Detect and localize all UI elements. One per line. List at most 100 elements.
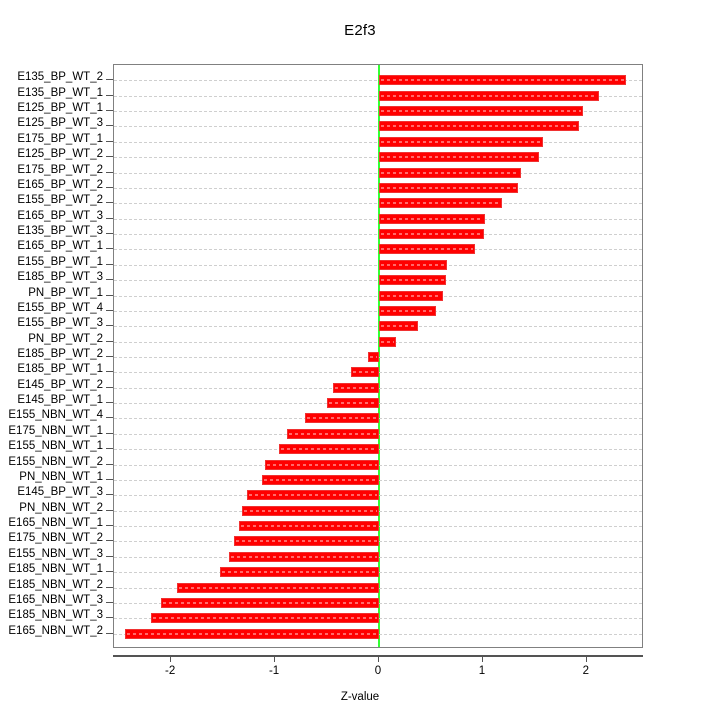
bar — [379, 213, 485, 224]
y-axis-tick — [106, 432, 113, 434]
y-axis-tick — [106, 140, 113, 142]
page-title: E2f3 — [344, 22, 376, 39]
x-axis-tick-label: 2 — [582, 665, 590, 677]
bar — [233, 536, 379, 547]
bar — [379, 152, 540, 163]
bar — [350, 367, 379, 378]
gridline — [114, 280, 642, 282]
bar — [125, 628, 379, 639]
x-axis-tick — [481, 655, 483, 662]
y-axis-tick — [106, 540, 113, 542]
bar — [379, 90, 600, 101]
y-axis-tick — [106, 386, 113, 388]
bar — [160, 597, 379, 608]
bar — [264, 459, 379, 470]
bar — [286, 428, 379, 439]
y-axis-tick — [106, 279, 113, 281]
y-axis-tick-label: E175_NBN_WT_2 — [8, 532, 103, 545]
gridline — [114, 326, 642, 328]
y-axis-tick — [106, 632, 113, 634]
y-axis-tick — [106, 509, 113, 511]
bar — [327, 398, 379, 409]
bar — [220, 567, 379, 578]
bar — [379, 136, 544, 147]
gridline — [114, 295, 642, 297]
y-axis-tick-label: E185_BP_WT_3 — [17, 271, 103, 284]
bar — [379, 259, 447, 270]
plot-area — [113, 64, 643, 648]
y-axis-tick — [106, 617, 113, 619]
gridline — [114, 95, 642, 97]
x-axis-tick — [170, 655, 172, 662]
y-axis-tick-label: E185_NBN_WT_3 — [8, 609, 103, 622]
y-axis-tick — [106, 478, 113, 480]
y-axis-tick-label: E125_BP_WT_1 — [17, 102, 103, 115]
plot-inner — [114, 65, 642, 647]
y-axis-tick-label: E175_NBN_WT_1 — [8, 424, 103, 437]
y-axis-tick — [106, 371, 113, 373]
y-axis-tick — [106, 601, 113, 603]
y-axis-tick-label: PN_BP_WT_2 — [28, 332, 103, 345]
y-axis-tick-label: E165_BP_WT_3 — [17, 209, 103, 222]
y-axis-tick — [106, 94, 113, 96]
y-axis-tick — [106, 356, 113, 357]
y-axis-tick — [106, 125, 113, 127]
y-axis-tick-label: PN_BP_WT_1 — [28, 286, 103, 299]
y-axis-tick-label: E155_BP_WT_3 — [17, 317, 103, 330]
y-axis-tick-label: E155_BP_WT_1 — [17, 255, 103, 268]
y-axis-tick-label: E135_BP_WT_2 — [17, 71, 103, 84]
bar — [379, 336, 396, 347]
x-axis-tick-label: -1 — [268, 665, 280, 677]
gridline — [114, 80, 642, 82]
y-axis-tick-label: E155_NBN_WT_3 — [8, 547, 103, 560]
gridline — [114, 310, 642, 312]
y-axis-tick-label: E175_BP_WT_2 — [17, 163, 103, 176]
bar — [177, 582, 379, 593]
x-axis-tick-label: -2 — [165, 665, 176, 677]
y-axis-tick-label: E135_BP_WT_3 — [17, 225, 103, 238]
y-axis-tick — [106, 171, 113, 173]
y-axis-tick-label: E155_NBN_WT_2 — [8, 455, 103, 468]
bar — [379, 244, 475, 255]
bar — [367, 352, 379, 362]
y-axis-tick-label: E145_BP_WT_3 — [17, 486, 103, 499]
bar — [379, 229, 484, 240]
bar — [279, 444, 379, 455]
x-axis-tick-label: 1 — [478, 665, 486, 677]
y-axis-tick-label: E185_NBN_WT_1 — [8, 563, 103, 576]
y-axis-tick-label: PN_NBN_WT_1 — [19, 470, 103, 483]
bar — [241, 505, 379, 516]
y-axis-tick-label: E155_NBN_WT_4 — [8, 409, 103, 422]
bar — [261, 474, 379, 485]
y-axis-tick — [106, 555, 113, 557]
y-axis-tick — [106, 110, 113, 112]
gridline — [114, 203, 642, 205]
y-axis-tick-label: E185_BP_WT_2 — [17, 348, 103, 360]
y-axis-tick — [106, 448, 113, 450]
gridline — [114, 157, 642, 159]
y-axis-tick-label: E165_NBN_WT_3 — [8, 593, 103, 606]
bar — [379, 305, 437, 316]
y-axis-tick — [106, 309, 113, 311]
y-axis-tick-label: E125_BP_WT_2 — [17, 148, 103, 161]
y-axis-tick-label: E145_BP_WT_2 — [17, 378, 103, 391]
gridline — [114, 218, 642, 220]
y-axis-tick — [106, 463, 113, 465]
y-axis-tick — [106, 417, 113, 419]
bar — [379, 75, 627, 86]
y-axis-tick-label: E155_NBN_WT_1 — [8, 440, 103, 453]
y-axis-tick — [106, 525, 113, 527]
y-axis-tick — [106, 340, 113, 342]
gridline — [114, 141, 642, 143]
y-axis-tick-label: E155_BP_WT_4 — [17, 301, 103, 314]
y-axis-tick — [106, 325, 113, 327]
gridline — [114, 264, 642, 266]
bar — [229, 551, 379, 562]
x-axis-tick-label: 0 — [374, 665, 382, 677]
gridline — [114, 187, 642, 189]
y-axis-tick — [106, 586, 113, 588]
y-axis-tick-label: E145_BP_WT_1 — [17, 394, 103, 407]
y-axis-tick-label: E185_NBN_WT_2 — [8, 578, 103, 591]
x-axis-tick — [274, 655, 276, 662]
y-axis-tick-label: E175_BP_WT_1 — [17, 132, 103, 145]
